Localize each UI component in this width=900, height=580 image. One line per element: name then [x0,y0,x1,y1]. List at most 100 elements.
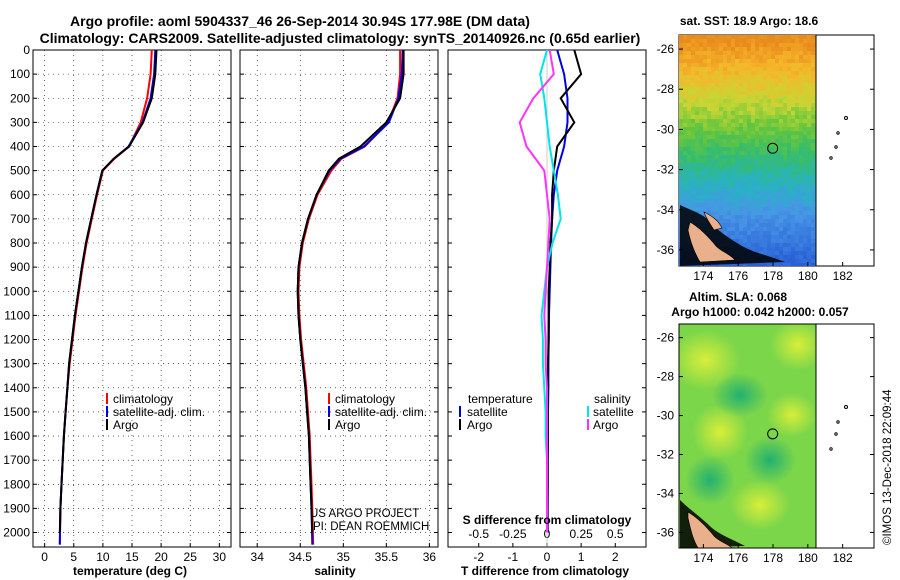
sst-cell [755,55,759,59]
sst-cell [747,155,751,159]
sst-cell [715,83,719,87]
sst-cell [783,179,787,183]
sst-cell [763,131,767,135]
sst-cell [715,67,719,71]
sst-cell [759,155,763,159]
sst-cell [799,159,803,163]
sst-cell [791,135,795,139]
sst-cell [727,139,731,143]
sst-cell [803,223,807,227]
sst-cell [707,59,711,63]
sst-cell [695,79,699,83]
sst-cell [699,127,703,131]
sst-cell [771,247,775,251]
sst-cell [791,215,795,219]
sst-cell [711,199,715,203]
sst-cell [767,131,771,135]
sst-cell [687,39,691,43]
sst-cell [715,143,719,147]
sst-cell [715,139,719,143]
sst-cell [703,139,707,143]
sst-cell [787,95,791,99]
sst-cell [771,203,775,207]
sst-cell [755,235,759,239]
sst-cell [779,111,783,115]
sst-cell [811,55,815,59]
sst-cell [691,151,695,155]
sst-cell [767,79,771,83]
map-y-tick-label: -34 [657,486,675,500]
sla-map-island-dot [834,432,838,436]
sst-cell [731,43,735,47]
sst-cell [751,79,755,83]
sst-cell [735,47,739,51]
sst-cell [715,55,719,59]
sst-cell [739,71,743,75]
sst-cell [711,39,715,43]
sst-cell [683,107,687,111]
sst-cell [691,131,695,135]
sst-cell [731,215,735,219]
sst-cell [775,243,779,247]
sst-cell [691,147,695,151]
sst-cell [811,155,815,159]
sst-cell [759,43,763,47]
sst-cell [731,51,735,55]
sst-cell [719,203,723,207]
sst-cell [763,59,767,63]
sst-cell [683,163,687,167]
sst-cell [791,155,795,159]
sst-cell [739,239,743,243]
sst-cell [723,127,727,131]
sst-cell [771,79,775,83]
sst-cell [707,87,711,91]
sst-cell [803,159,807,163]
sst-cell [747,207,751,211]
sst-cell [703,111,707,115]
sst-cell [735,127,739,131]
sst-map-argo-marker [767,142,779,154]
sst-cell [811,203,815,207]
sst-cell [719,211,723,215]
sst-cell [711,135,715,139]
salinity-xlabel: salinity [314,564,356,578]
sst-cell [723,187,727,191]
sst-cell [687,151,691,155]
sst-cell [727,227,731,231]
sst-cell [791,171,795,175]
series-line-argo [296,50,405,533]
sst-cell [723,159,727,163]
sst-cell [687,63,691,67]
sst-cell [731,227,735,231]
sst-cell [767,123,771,127]
sst-cell [795,83,799,87]
sst-cell [715,203,719,207]
sst-cell [779,179,783,183]
sst-cell [723,179,727,183]
sst-cell [783,231,787,235]
y-tick-label: 1400 [3,381,30,395]
sst-cell [739,103,743,107]
sst-cell [703,187,707,191]
sst-cell [791,55,795,59]
sst-cell [811,87,815,91]
sst-cell [743,91,747,95]
sst-cell [711,211,715,215]
sst-cell [779,159,783,163]
sst-cell [755,115,759,119]
sst-cell [767,115,771,119]
sst-cell [699,87,703,91]
sst-cell [811,123,815,127]
sst-cell [807,83,811,87]
sst-cell [687,119,691,123]
sst-cell [779,175,783,179]
sst-cell [751,71,755,75]
sst-cell [763,111,767,115]
sst-cell [767,263,771,266]
sst-cell [739,179,743,183]
sst-cell [771,99,775,103]
sst-cell [727,115,731,119]
sst-cell [743,207,747,211]
sst-cell [811,39,815,43]
